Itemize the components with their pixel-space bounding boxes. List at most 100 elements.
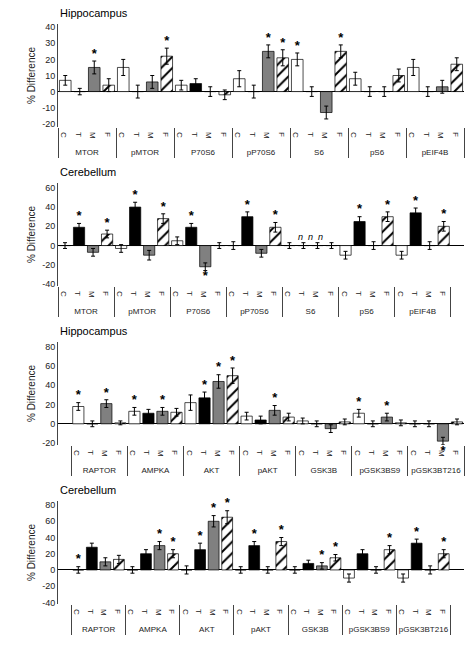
svg-text:F: F — [384, 609, 393, 614]
svg-text:F: F — [326, 291, 335, 296]
svg-text:*: * — [338, 30, 344, 45]
svg-text:P70S6: P70S6 — [186, 307, 211, 316]
svg-text:F: F — [161, 132, 170, 137]
svg-text:*: * — [272, 390, 278, 405]
svg-text:T: T — [410, 291, 419, 296]
svg-text:C: C — [343, 609, 352, 615]
svg-text:*: * — [202, 377, 208, 392]
svg-text:*: * — [216, 359, 222, 374]
svg-text:F: F — [393, 132, 402, 137]
svg-text:F: F — [219, 132, 228, 137]
svg-text:M: M — [269, 450, 278, 457]
svg-text:T: T — [422, 132, 431, 137]
svg-text:T: T — [241, 291, 250, 296]
svg-text:S6: S6 — [306, 307, 316, 316]
svg-text:T: T — [190, 132, 199, 137]
svg-text:F: F — [221, 609, 230, 614]
svg-text:M: M — [213, 450, 222, 457]
svg-text:F: F — [275, 609, 284, 614]
svg-text:M: M — [156, 450, 165, 457]
svg-text:M: M — [320, 132, 329, 139]
svg-text:F: F — [227, 450, 236, 455]
svg-text:10: 10 — [45, 71, 55, 81]
svg-text:M: M — [154, 609, 163, 616]
svg-text:M: M — [199, 291, 208, 298]
svg-text:40: 40 — [45, 22, 55, 32]
svg-text:M: M — [370, 609, 379, 616]
svg-text:F: F — [382, 291, 391, 296]
svg-text:pEIF4B: pEIF4B — [409, 307, 436, 316]
svg-text:M: M — [87, 291, 96, 298]
svg-text:pMTOR: pMTOR — [131, 148, 159, 157]
svg-text:F: F — [167, 609, 176, 614]
svg-text:*: * — [384, 398, 390, 413]
svg-text:T: T — [255, 450, 264, 455]
svg-text:F: F — [451, 132, 460, 137]
svg-text:C: C — [396, 291, 405, 297]
svg-text:C: C — [233, 132, 242, 138]
svg-text:T: T — [423, 450, 432, 455]
svg-text:-20: -20 — [42, 438, 55, 448]
svg-text:0: 0 — [50, 87, 55, 97]
svg-text:-20: -20 — [42, 581, 55, 591]
svg-text:F: F — [157, 291, 166, 296]
svg-text:T: T — [86, 609, 95, 614]
svg-text:*: * — [225, 495, 231, 510]
svg-text:*: * — [105, 215, 111, 230]
svg-text:AKT: AKT — [199, 625, 215, 634]
svg-text:T: T — [86, 450, 95, 455]
svg-text:T: T — [357, 609, 366, 614]
svg-text:*: * — [203, 268, 209, 283]
svg-text:F: F — [170, 450, 179, 455]
svg-text:20: 20 — [45, 400, 55, 410]
svg-text:20: 20 — [45, 55, 55, 65]
svg-text:*: * — [413, 193, 419, 208]
svg-text:M: M — [378, 132, 387, 139]
svg-text:*: * — [157, 526, 163, 541]
svg-text:*: * — [230, 353, 236, 368]
svg-text:*: * — [295, 38, 301, 53]
svg-text:T: T — [364, 132, 373, 137]
svg-text:*: * — [387, 530, 393, 545]
svg-text:pMTOR: pMTOR — [128, 307, 156, 316]
svg-text:T: T — [306, 132, 315, 137]
svg-text:M: M — [100, 450, 109, 457]
svg-text:T: T — [73, 291, 82, 296]
svg-text:0: 0 — [50, 241, 55, 251]
svg-text:T: T — [132, 132, 141, 137]
svg-text:*: * — [198, 528, 204, 543]
svg-text:*: * — [211, 500, 217, 515]
svg-text:M: M — [316, 609, 325, 616]
svg-text:% Difference: % Difference — [26, 206, 37, 264]
svg-text:RAPTOR: RAPTOR — [82, 625, 115, 634]
svg-text:C: C — [227, 291, 236, 297]
svg-text:Cerebellum: Cerebellum — [60, 166, 116, 178]
svg-text:C: C — [185, 450, 194, 456]
svg-text:*: * — [319, 547, 325, 562]
svg-text:T: T — [140, 609, 149, 614]
svg-text:*: * — [266, 30, 272, 45]
svg-text:C: C — [72, 609, 81, 615]
svg-text:C: C — [128, 450, 137, 456]
svg-text:-40: -40 — [42, 279, 55, 289]
svg-text:RAPTOR: RAPTOR — [83, 466, 116, 475]
svg-text:S6: S6 — [314, 148, 324, 157]
svg-text:C: C — [59, 132, 68, 138]
svg-text:M: M — [262, 609, 271, 616]
svg-text:F: F — [339, 450, 348, 455]
svg-text:MTOR: MTOR — [74, 307, 98, 316]
svg-text:pS6: pS6 — [359, 307, 374, 316]
svg-text:% Difference: % Difference — [26, 47, 37, 105]
svg-text:0: 0 — [50, 565, 55, 575]
svg-text:-40: -40 — [42, 598, 55, 608]
svg-text:M: M — [325, 450, 334, 457]
svg-text:F: F — [213, 291, 222, 296]
svg-text:40: 40 — [45, 380, 55, 390]
svg-text:T: T — [248, 132, 257, 137]
svg-text:C: C — [181, 609, 190, 615]
svg-text:60: 60 — [45, 361, 55, 371]
svg-text:n n n: n n n — [298, 232, 323, 242]
svg-text:F: F — [103, 132, 112, 137]
svg-text:30: 30 — [45, 38, 55, 48]
svg-text:C: C — [407, 132, 416, 138]
